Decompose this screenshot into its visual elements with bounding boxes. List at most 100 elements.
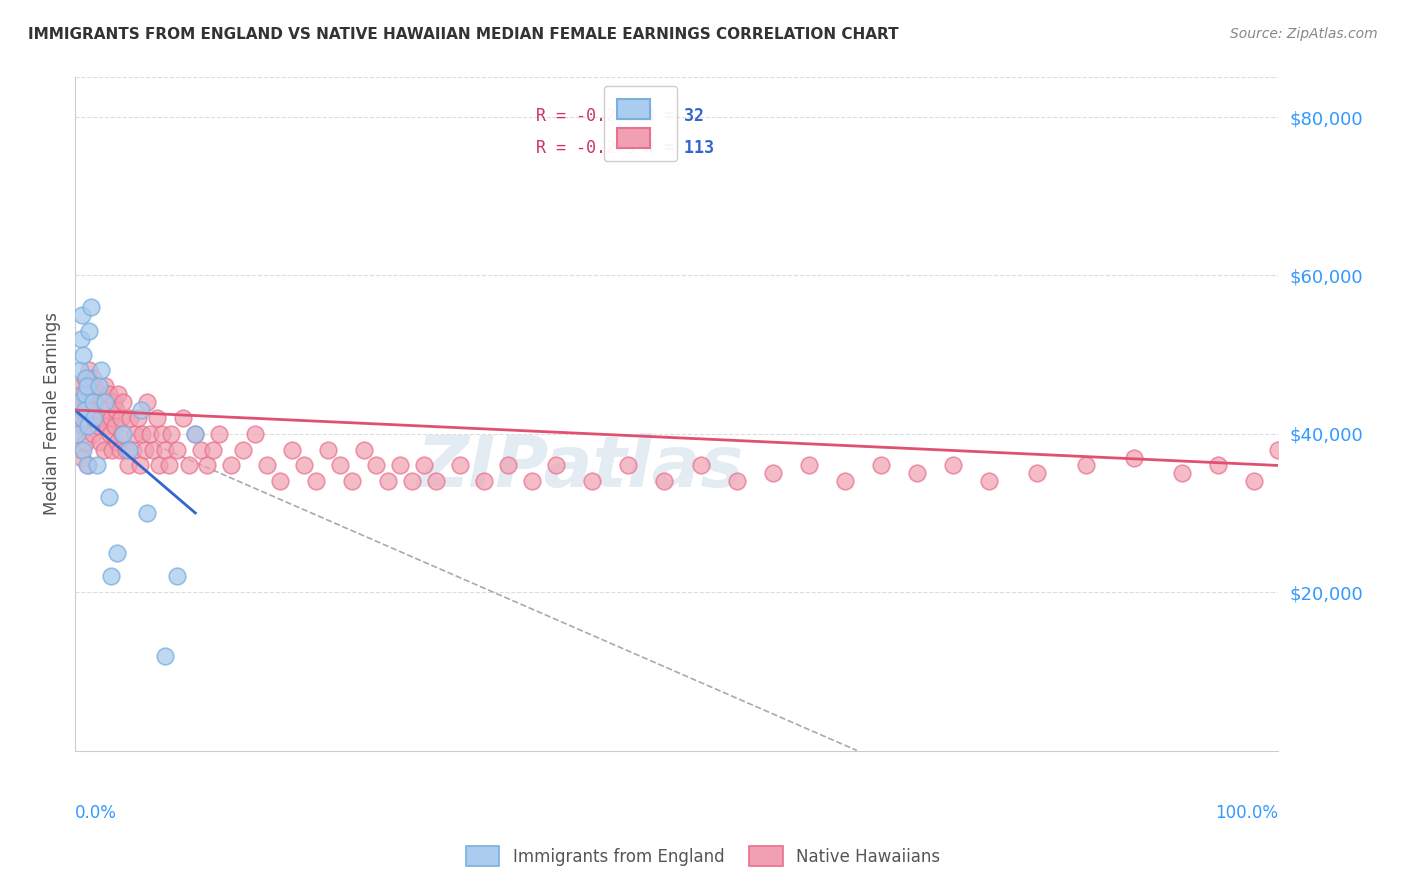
Text: Source: ZipAtlas.com: Source: ZipAtlas.com bbox=[1230, 27, 1378, 41]
Point bbox=[105, 545, 128, 559]
Point bbox=[77, 458, 100, 473]
Point bbox=[184, 426, 207, 441]
Point bbox=[80, 411, 103, 425]
Point bbox=[138, 426, 160, 441]
Point bbox=[425, 475, 447, 489]
Point bbox=[100, 569, 122, 583]
Point bbox=[70, 332, 93, 346]
Point bbox=[142, 442, 165, 457]
Point bbox=[79, 300, 101, 314]
Point bbox=[316, 442, 339, 457]
Point bbox=[581, 475, 603, 489]
Point bbox=[979, 475, 1001, 489]
Text: R = -0.245: R = -0.245 bbox=[536, 139, 636, 157]
Point bbox=[69, 379, 91, 393]
Point bbox=[82, 395, 104, 409]
Point bbox=[89, 434, 111, 449]
Point bbox=[654, 475, 676, 489]
Point bbox=[449, 458, 471, 473]
Point bbox=[72, 442, 94, 457]
Point bbox=[184, 426, 207, 441]
Point bbox=[134, 442, 156, 457]
Point bbox=[1074, 458, 1097, 473]
Point bbox=[797, 458, 820, 473]
Point bbox=[66, 411, 89, 425]
Point bbox=[84, 379, 107, 393]
Point bbox=[82, 371, 104, 385]
Point bbox=[304, 475, 326, 489]
Text: N = 113: N = 113 bbox=[644, 139, 714, 157]
Point bbox=[148, 458, 170, 473]
Point bbox=[76, 395, 98, 409]
Point bbox=[364, 458, 387, 473]
Point bbox=[73, 371, 96, 385]
Point bbox=[79, 324, 101, 338]
Point bbox=[96, 418, 118, 433]
Point bbox=[75, 371, 97, 385]
Point bbox=[329, 458, 352, 473]
Point bbox=[103, 395, 125, 409]
Point bbox=[136, 506, 159, 520]
Point bbox=[870, 458, 893, 473]
Point bbox=[150, 426, 173, 441]
Point bbox=[69, 363, 91, 377]
Point bbox=[70, 442, 93, 457]
Point bbox=[202, 442, 225, 457]
Point bbox=[155, 442, 177, 457]
Point bbox=[617, 458, 640, 473]
Point bbox=[105, 434, 128, 449]
Point bbox=[1026, 467, 1049, 481]
Point bbox=[1243, 475, 1265, 489]
Point bbox=[72, 418, 94, 433]
Point bbox=[112, 426, 135, 441]
Point bbox=[108, 442, 131, 457]
Y-axis label: Median Female Earnings: Median Female Earnings bbox=[44, 312, 60, 516]
Point bbox=[94, 379, 117, 393]
Point bbox=[73, 387, 96, 401]
Point bbox=[104, 403, 127, 417]
Point bbox=[208, 426, 231, 441]
Point bbox=[110, 411, 132, 425]
Point bbox=[97, 387, 120, 401]
Point bbox=[101, 442, 124, 457]
Text: IMMIGRANTS FROM ENGLAND VS NATIVE HAWAIIAN MEDIAN FEMALE EARNINGS CORRELATION CH: IMMIGRANTS FROM ENGLAND VS NATIVE HAWAII… bbox=[28, 27, 898, 42]
Point bbox=[67, 395, 90, 409]
Point bbox=[72, 348, 94, 362]
Point bbox=[190, 442, 212, 457]
Point bbox=[136, 395, 159, 409]
Point bbox=[762, 467, 785, 481]
Point bbox=[689, 458, 711, 473]
Point bbox=[77, 403, 100, 417]
Point bbox=[83, 395, 105, 409]
Point bbox=[245, 426, 267, 441]
Point bbox=[86, 403, 108, 417]
Text: R = -0.240: R = -0.240 bbox=[536, 107, 636, 126]
Point bbox=[388, 458, 411, 473]
Point bbox=[157, 458, 180, 473]
Point bbox=[66, 426, 89, 441]
Point bbox=[86, 458, 108, 473]
Point bbox=[97, 490, 120, 504]
Point bbox=[93, 442, 115, 457]
Point bbox=[79, 387, 101, 401]
Point bbox=[118, 442, 141, 457]
Point bbox=[82, 426, 104, 441]
Point bbox=[98, 426, 121, 441]
Point bbox=[546, 458, 568, 473]
Point bbox=[1171, 467, 1194, 481]
Point bbox=[100, 411, 122, 425]
Point bbox=[73, 403, 96, 417]
Point bbox=[127, 411, 149, 425]
Point bbox=[107, 387, 129, 401]
Point bbox=[129, 403, 152, 417]
Point bbox=[340, 475, 363, 489]
Point bbox=[1267, 442, 1289, 457]
Point bbox=[1122, 450, 1144, 465]
Point bbox=[120, 411, 142, 425]
Point bbox=[87, 387, 110, 401]
Point bbox=[94, 395, 117, 409]
Point bbox=[70, 387, 93, 401]
Point bbox=[90, 411, 112, 425]
Point bbox=[131, 426, 153, 441]
Point bbox=[112, 395, 135, 409]
